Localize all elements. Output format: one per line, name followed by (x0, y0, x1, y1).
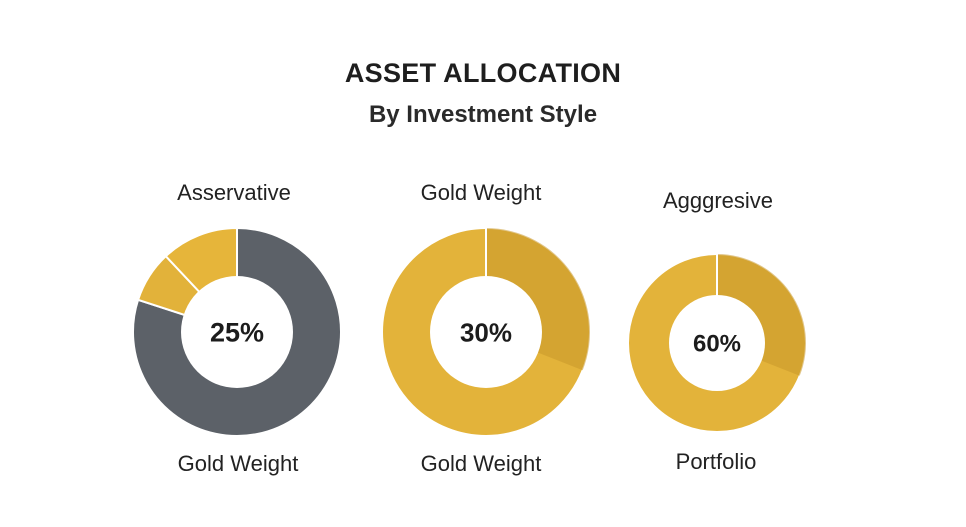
chart-title: ASSET ALLOCATION (344, 58, 622, 88)
chart-subtitle: By Investment Style (368, 101, 598, 128)
donut-hole-gold-weight (430, 276, 542, 388)
donut-hole-aggressive (669, 295, 765, 391)
bottom-label-gold-weight-1: Gold Weight (177, 451, 299, 476)
center-label-gold-weight: 30% (460, 317, 512, 347)
top-label-asservative: Asservative (177, 180, 291, 205)
donut-asservative: 25% (132, 226, 342, 437)
donut-aggressive: 60% (627, 253, 807, 433)
top-label-gold-weight: Gold Weight (420, 180, 542, 205)
center-label-asservative: 25% (210, 318, 264, 348)
donut-gold-weight: 30% (381, 227, 591, 437)
top-label-aggressive: Agggresive (662, 188, 774, 213)
bottom-label-portfolio: Portfolio (675, 449, 757, 474)
donut-hole-asservative (181, 276, 293, 388)
center-label-aggressive: 60% (693, 331, 741, 358)
bottom-label-gold-weight-2: Gold Weight (420, 451, 542, 476)
slice-asservative-1 (132, 226, 342, 437)
